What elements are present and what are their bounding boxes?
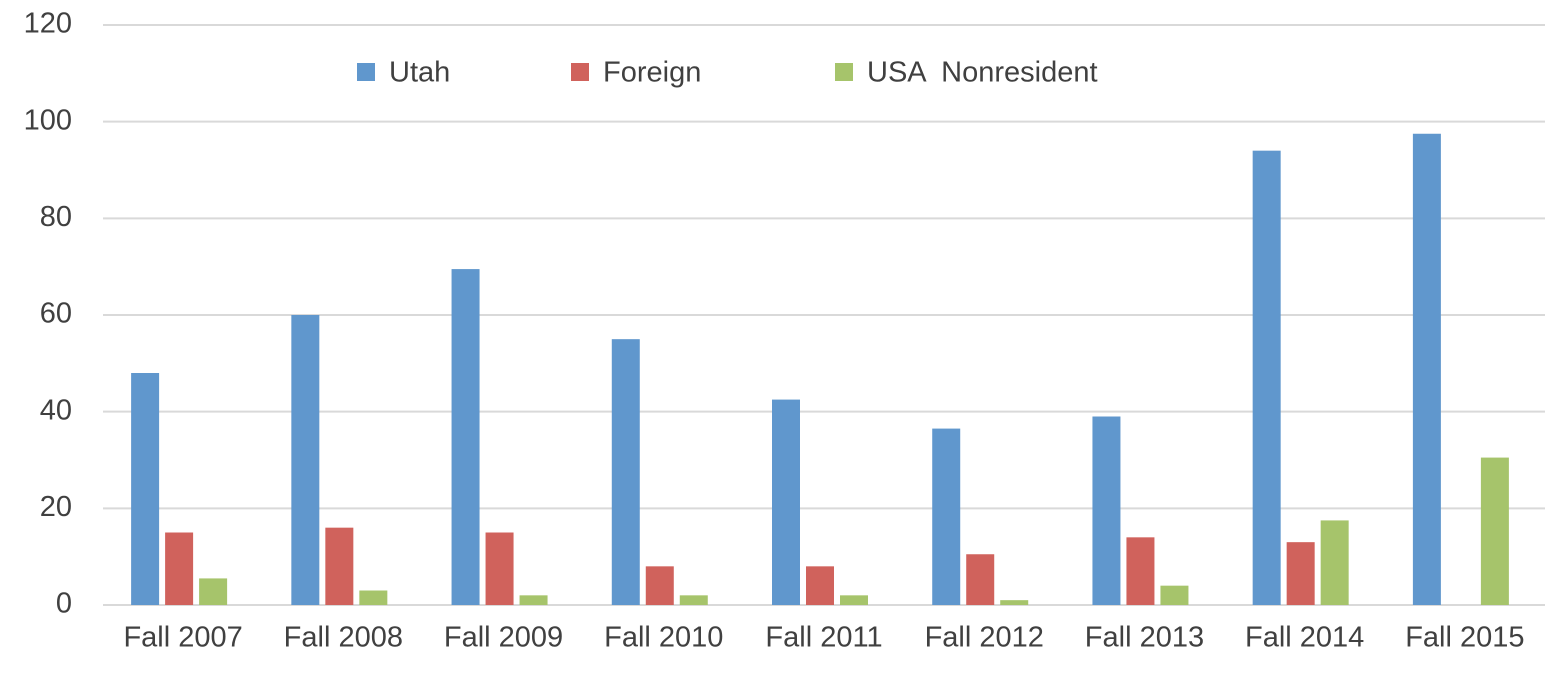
bar — [1092, 416, 1121, 605]
bar — [165, 532, 194, 605]
bar — [1320, 520, 1349, 605]
bar — [1126, 537, 1155, 605]
legend-swatch — [357, 63, 375, 81]
bar — [806, 566, 834, 605]
x-tick-label: Fall 2015 — [1405, 622, 1524, 654]
legend-swatch — [571, 63, 589, 81]
bar — [679, 595, 708, 605]
bar — [359, 590, 388, 605]
bar — [840, 595, 868, 605]
y-tick-label: 20 — [40, 491, 72, 523]
bar — [451, 269, 480, 605]
y-tick-label: 0 — [56, 588, 72, 620]
bar — [1286, 542, 1315, 605]
legend-label: Foreign — [603, 57, 701, 89]
x-tick-label: Fall 2011 — [765, 622, 882, 654]
x-tick-label: Fall 2013 — [1085, 622, 1204, 654]
bar — [519, 595, 548, 605]
y-tick-label: 100 — [24, 104, 72, 136]
x-tick-label: Fall 2008 — [284, 622, 403, 654]
bar — [325, 527, 354, 605]
bar — [772, 399, 800, 605]
y-tick-label: 120 — [24, 8, 72, 40]
y-tick-label: 60 — [40, 298, 72, 330]
bar — [1252, 150, 1281, 605]
bar — [1480, 457, 1509, 605]
legend-label: Utah — [389, 57, 450, 89]
bar — [966, 554, 995, 605]
legend-swatch — [835, 63, 853, 81]
x-tick-label: Fall 2007 — [123, 622, 242, 654]
bar — [1160, 585, 1189, 605]
bar — [291, 315, 320, 605]
x-tick-label: Fall 2012 — [925, 622, 1044, 654]
x-tick-label: Fall 2014 — [1245, 622, 1364, 654]
x-tick-label: Fall 2009 — [444, 622, 563, 654]
bar — [645, 566, 674, 605]
bar — [485, 532, 514, 605]
x-tick-label: Fall 2010 — [604, 622, 723, 654]
y-tick-label: 40 — [40, 394, 72, 426]
bar — [1412, 133, 1441, 605]
bar — [199, 578, 228, 605]
legend-label: USA Nonresident — [867, 57, 1098, 89]
bar — [611, 339, 640, 605]
y-tick-label: 80 — [40, 201, 72, 233]
bar — [932, 428, 961, 605]
bar — [1000, 600, 1029, 605]
bar — [131, 373, 160, 605]
